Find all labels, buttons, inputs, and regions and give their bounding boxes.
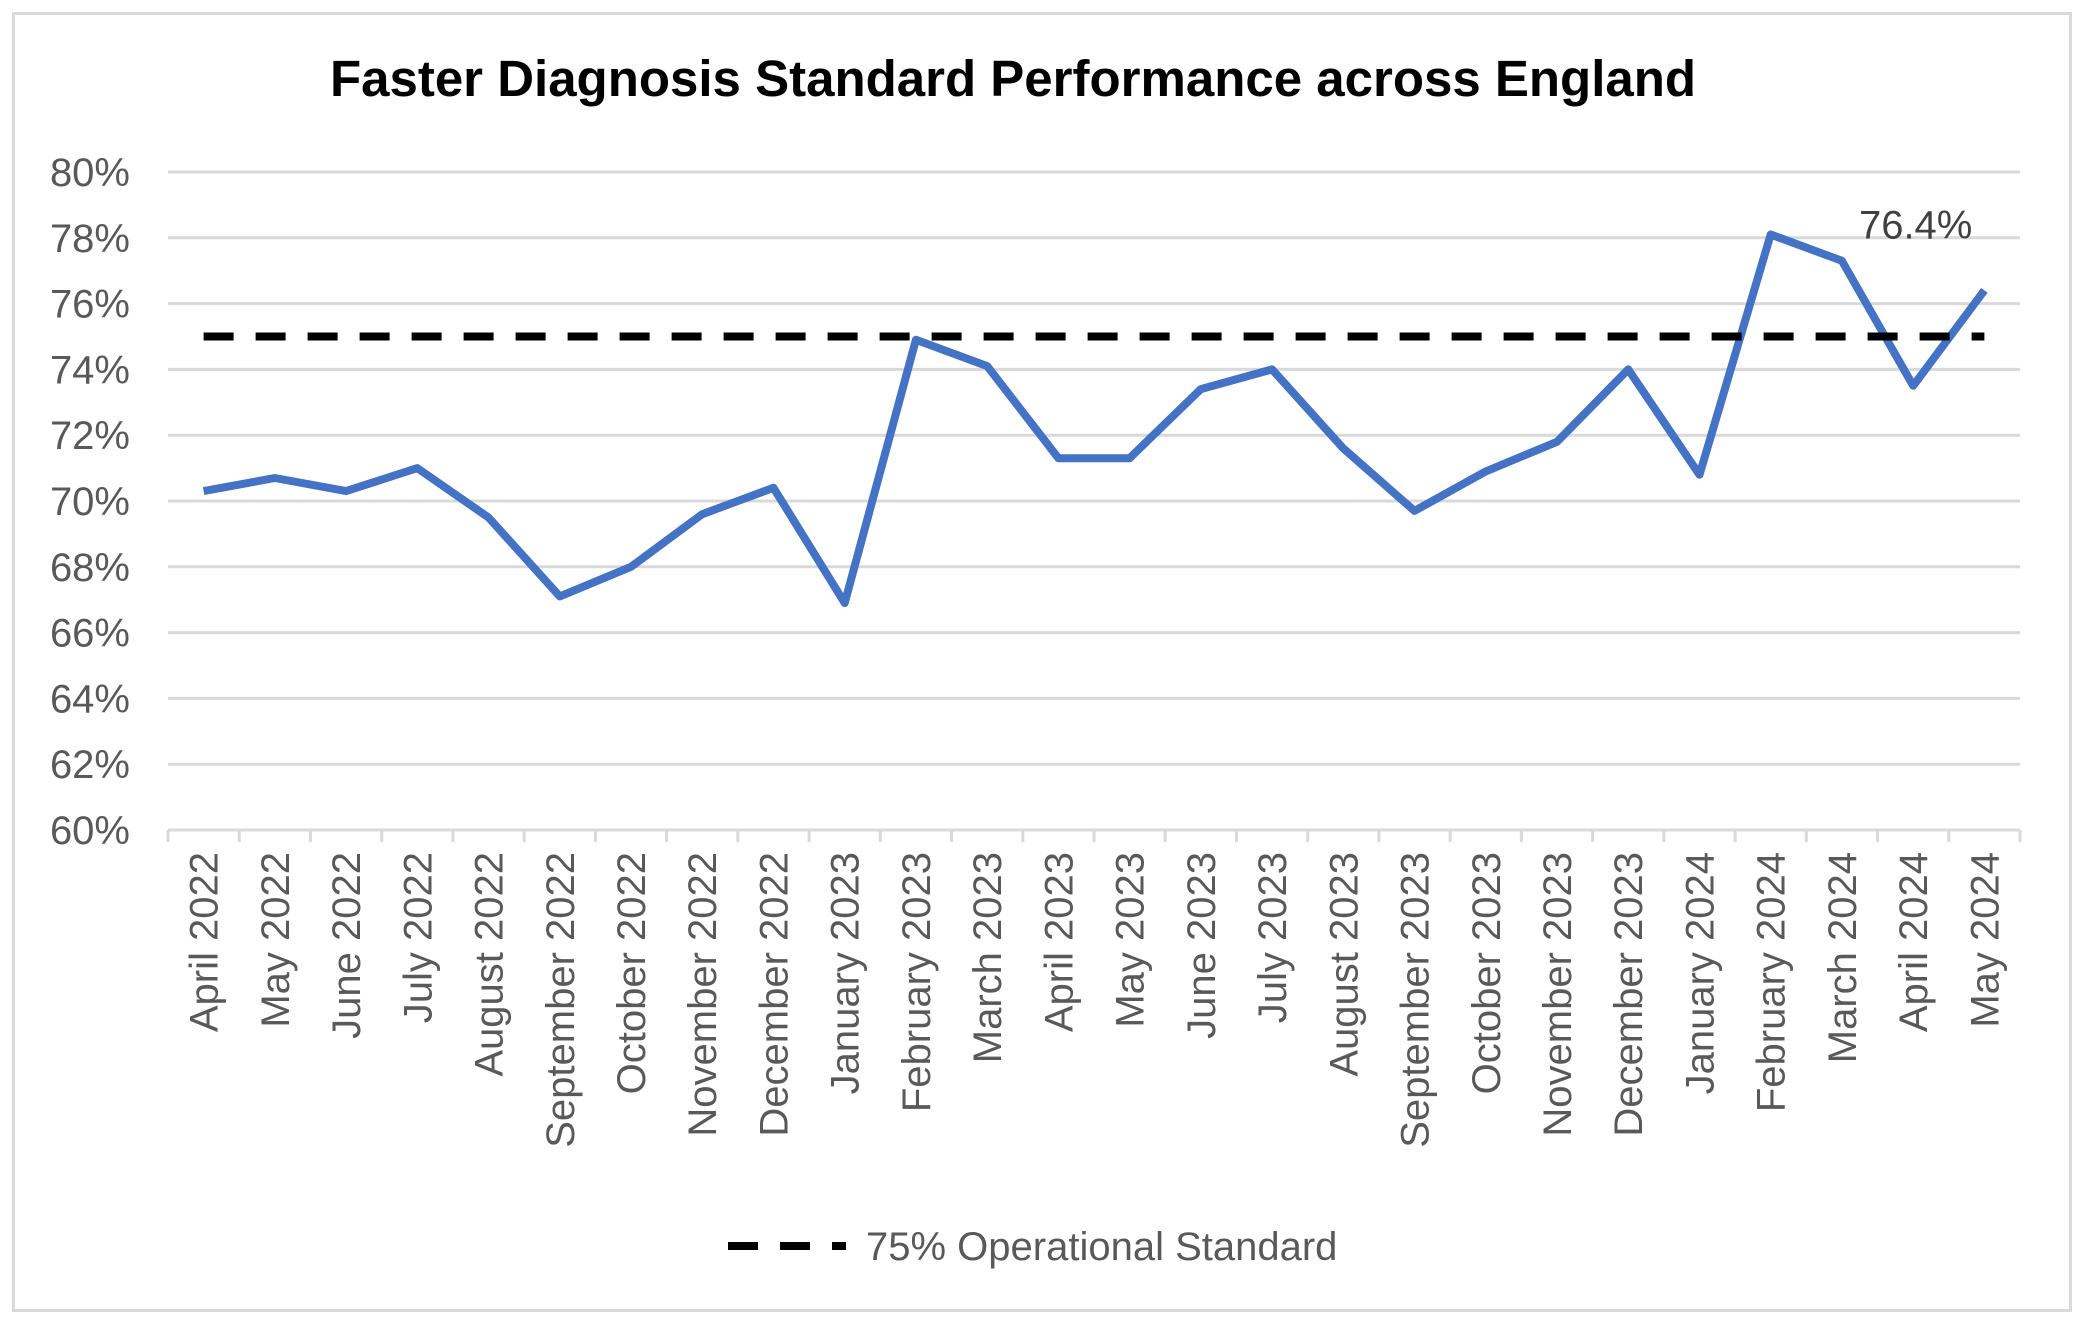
x-tick-label: May 2024 [1963, 852, 2007, 1028]
x-tick-label: April 2022 [183, 852, 227, 1032]
x-tick-label: October 2022 [610, 852, 654, 1094]
y-tick-label: 78% [50, 217, 130, 261]
x-tick-label: September 2022 [539, 852, 583, 1148]
y-tick-label: 68% [50, 546, 130, 590]
x-tick-label: January 2023 [824, 852, 868, 1094]
x-tick-label: January 2024 [1678, 852, 1722, 1094]
y-tick-label: 74% [50, 348, 130, 392]
x-tick-label: December 2023 [1607, 852, 1651, 1137]
x-tick-label: June 2023 [1180, 852, 1224, 1039]
series-layer [202, 230, 1988, 607]
x-tick-label: June 2022 [325, 852, 369, 1039]
series-line-performance [202, 230, 1988, 607]
y-tick-label: 72% [50, 414, 130, 458]
x-tick-label: July 2023 [1251, 852, 1295, 1023]
y-tick-label: 60% [50, 809, 130, 853]
x-tick-label: April 2024 [1892, 852, 1936, 1032]
x-tick-label: March 2023 [966, 852, 1010, 1063]
y-tick-label: 80% [50, 151, 130, 195]
x-tick-label: August 2023 [1322, 852, 1366, 1077]
x-tick-label: February 2024 [1750, 852, 1794, 1112]
legend-label: 75% Operational Standard [866, 1225, 1337, 1269]
x-tick-label: May 2022 [254, 852, 298, 1028]
x-axis: April 2022 May 2022 June 2022 July 2022 Augu… [166, 828, 2022, 1148]
y-tick-label: 62% [50, 743, 130, 787]
data-labels: 76.4% [1859, 204, 1972, 248]
gridlines [168, 170, 2020, 766]
x-tick-label: May 2023 [1109, 852, 1153, 1028]
legend: 75% Operational Standard [728, 1225, 1337, 1269]
x-tick-label: July 2022 [396, 852, 440, 1023]
x-tick-label: March 2024 [1821, 852, 1865, 1063]
x-tick-label: August 2022 [468, 852, 512, 1077]
x-tick-label: December 2022 [752, 852, 796, 1137]
x-tick-label: February 2023 [895, 852, 939, 1112]
chart-title: Faster Diagnosis Standard Performance ac… [330, 50, 1696, 107]
x-tick-label: October 2023 [1465, 852, 1509, 1094]
y-tick-label: 66% [50, 612, 130, 656]
x-tick-label: November 2023 [1536, 852, 1580, 1137]
chart-frame [12, 12, 2072, 1312]
x-tick-label: September 2023 [1394, 852, 1438, 1148]
y-tick-label: 76% [50, 283, 130, 327]
y-tick-label: 64% [50, 677, 130, 721]
y-axis: 60% 62% 64% 66% 68% 70% 72% 74% 76% 78% 80% [50, 151, 130, 853]
x-tick-label: April 2023 [1037, 852, 1081, 1032]
data-label-last-value: 76.4% [1859, 204, 1972, 248]
x-tick-label: November 2022 [681, 852, 725, 1137]
y-tick-label: 70% [50, 480, 130, 524]
